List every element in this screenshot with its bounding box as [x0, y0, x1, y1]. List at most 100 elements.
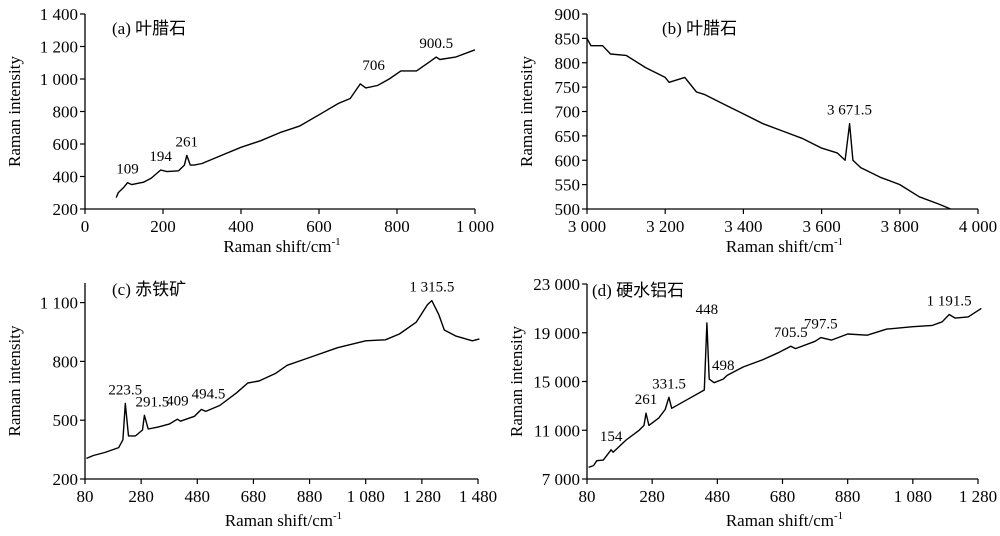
- x-tick-label: 400: [228, 217, 254, 236]
- y-tick-label: 550: [555, 176, 581, 195]
- peak-label: 706: [362, 58, 385, 74]
- x-tick-label: 480: [705, 487, 731, 506]
- x-tick-label: 3 800: [881, 217, 919, 236]
- peak-label: 223.5: [108, 383, 142, 399]
- y-tick-label: 1 100: [40, 294, 78, 313]
- peak-label: 900.5: [419, 36, 453, 52]
- y-tick-label: 11 000: [534, 421, 580, 440]
- x-tick-label: 80: [77, 487, 94, 506]
- y-tick-label: 800: [53, 352, 79, 371]
- y-tick-label: 7 000: [542, 470, 580, 489]
- x-tick-label: 80: [579, 487, 596, 506]
- peak-label: 797.5: [804, 317, 838, 333]
- x-tick-label: 1 280: [403, 487, 441, 506]
- peak-label: 705.5: [774, 325, 808, 341]
- x-tick-label: 1 080: [894, 487, 932, 506]
- x-tick-label: 480: [185, 487, 211, 506]
- peak-label: 331.5: [652, 376, 686, 392]
- y-tick-label: 600: [555, 151, 581, 170]
- x-tick-label: 1 280: [959, 487, 997, 506]
- x-axis-label-text: Raman shift/cm: [726, 237, 834, 256]
- spectrum-line: [86, 299, 480, 460]
- peak-label: 291.5: [135, 394, 169, 410]
- x-axis-label-text: Raman shift/cm: [726, 511, 834, 530]
- x-tick-label: 680: [241, 487, 267, 506]
- y-axis-label: Raman intensity: [517, 56, 536, 167]
- peak-label: 494.5: [192, 386, 226, 402]
- x-axis-label: Raman shift/cm-1: [223, 236, 340, 256]
- x-tick-label: 200: [150, 217, 176, 236]
- x-axis-label-superscript: -1: [333, 510, 342, 522]
- peak-label: 261: [635, 392, 658, 408]
- chart-panel-d: 80 280 480 680 880 1 080 1 280 7 000 11 000 15 00…: [507, 275, 997, 530]
- y-tick-label: 750: [555, 78, 581, 97]
- peak-label: 1 191.5: [927, 293, 972, 309]
- spectrum-line: [588, 307, 982, 469]
- y-tick-label: 23 000: [533, 275, 580, 294]
- x-tick-label: 1 080: [347, 487, 385, 506]
- y-tick-label: 900: [555, 5, 581, 24]
- peak-label: 448: [696, 302, 719, 318]
- peak-label: 498: [712, 358, 735, 374]
- x-tick-label: 3 000: [568, 217, 606, 236]
- x-tick-label: 280: [128, 487, 154, 506]
- x-axis-label: Raman shift/cm-1: [726, 236, 843, 256]
- panel-title: (a) 叶腊石: [112, 19, 186, 38]
- x-tick-label: 880: [297, 487, 323, 506]
- chart-panel-c: 80 280 480 680 880 1 080 1 280 1 480 200 500 800 1 …: [5, 280, 497, 530]
- panel-title: (d) 硬水铝石: [592, 281, 684, 300]
- y-tick-label: 600: [53, 135, 79, 154]
- y-tick-label: 500: [555, 200, 581, 219]
- x-axis-label-superscript: -1: [834, 236, 843, 248]
- y-tick-label: 850: [555, 29, 581, 48]
- x-axis-label-text: Raman shift/cm: [225, 511, 333, 530]
- x-axis-label-superscript: -1: [331, 236, 340, 248]
- x-tick-label: 600: [306, 217, 332, 236]
- x-tick-label: 880: [835, 487, 861, 506]
- panel-title: (c) 赤铁矿: [112, 280, 186, 299]
- y-tick-label: 15 000: [533, 373, 580, 392]
- spectrum-line: [115, 49, 476, 198]
- x-axis-label: Raman shift/cm-1: [726, 510, 843, 530]
- x-axis-label-text: Raman shift/cm: [223, 237, 331, 256]
- x-tick-label: 3 600: [802, 217, 840, 236]
- y-tick-label: 1 000: [40, 70, 78, 89]
- y-axis-label: Raman intensity: [5, 56, 24, 167]
- peak-label: 261: [176, 134, 199, 150]
- y-axis-label: Raman intensity: [507, 326, 526, 437]
- peak-label: 154: [600, 429, 623, 445]
- x-tick-label: 1 000: [456, 217, 494, 236]
- y-tick-label: 1 400: [40, 5, 78, 24]
- peak-label: 194: [149, 149, 172, 165]
- x-tick-label: 1 480: [459, 487, 497, 506]
- x-tick-label: 280: [639, 487, 665, 506]
- y-tick-label: 650: [555, 127, 581, 146]
- peak-label: 109: [116, 162, 139, 178]
- peak-label: 3 671.5: [827, 103, 872, 119]
- peak-label: 1 315.5: [409, 280, 454, 296]
- spectrum-line: [586, 38, 951, 210]
- y-axis-label: Raman intensity: [5, 325, 24, 436]
- y-tick-label: 800: [555, 54, 581, 73]
- chart-panel-b: 3 000 3 200 3 400 3 600 3 800 4 000 500 550 600 6…: [517, 5, 997, 256]
- y-tick-label: 19 000: [533, 324, 580, 343]
- peak-label: 409: [166, 393, 189, 409]
- y-tick-label: 800: [53, 103, 79, 122]
- y-tick-label: 1 200: [40, 38, 78, 57]
- x-tick-label: 680: [770, 487, 796, 506]
- x-axis-label: Raman shift/cm-1: [225, 510, 342, 530]
- y-tick-label: 700: [555, 103, 581, 122]
- y-tick-label: 500: [53, 411, 79, 430]
- x-tick-label: 0: [81, 217, 90, 236]
- x-tick-label: 4 000: [959, 217, 997, 236]
- x-axis-label-superscript: -1: [834, 510, 843, 522]
- y-tick-label: 400: [53, 168, 79, 187]
- y-tick-label: 200: [53, 470, 79, 489]
- panel-title: (b) 叶腊石: [662, 19, 737, 38]
- x-tick-label: 3 200: [646, 217, 684, 236]
- x-tick-label: 800: [384, 217, 410, 236]
- y-tick-label: 200: [53, 200, 79, 219]
- x-tick-label: 3 400: [724, 217, 762, 236]
